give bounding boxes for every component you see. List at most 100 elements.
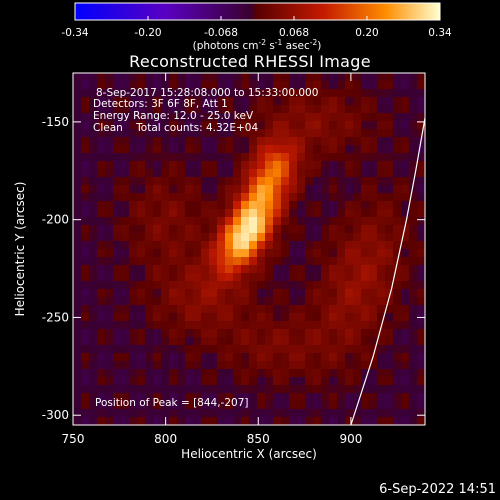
- heatmap-cell: [121, 73, 130, 82]
- heatmap-cell: [257, 209, 266, 218]
- heatmap-cell: [249, 225, 258, 234]
- heatmap-cell: [113, 161, 122, 170]
- heatmap-cell: [321, 305, 330, 314]
- heatmap-cell: [185, 113, 194, 122]
- heatmap-cell: [153, 353, 162, 362]
- heatmap-cell: [113, 257, 122, 266]
- heatmap-cell: [393, 377, 402, 386]
- heatmap-cell: [377, 129, 386, 138]
- heatmap-cell: [393, 369, 402, 378]
- heatmap-cell: [305, 177, 314, 186]
- heatmap-cell: [153, 169, 162, 178]
- heatmap-cell: [193, 145, 202, 154]
- heatmap-cell: [97, 289, 106, 298]
- heatmap-cell: [385, 249, 394, 258]
- heatmap-cell: [97, 385, 106, 394]
- heatmap-cell: [401, 393, 410, 402]
- heatmap-cell: [89, 81, 98, 90]
- heatmap-cell: [281, 137, 290, 146]
- heatmap-cell: [385, 257, 394, 266]
- heatmap-cell: [73, 361, 82, 370]
- heatmap-cell: [73, 289, 82, 298]
- heatmap-cell: [105, 385, 114, 394]
- heatmap-cell: [137, 161, 146, 170]
- heatmap-cell: [89, 417, 98, 426]
- heatmap-cell: [329, 409, 338, 418]
- heatmap-cell: [321, 97, 330, 106]
- heatmap-cell: [417, 273, 426, 282]
- heatmap-cell: [105, 241, 114, 250]
- heatmap-cell: [393, 129, 402, 138]
- heatmap-cell: [393, 73, 402, 82]
- heatmap-cell: [105, 409, 114, 418]
- heatmap-cell: [401, 249, 410, 258]
- heatmap-cell: [305, 409, 314, 418]
- heatmap-cell: [353, 345, 362, 354]
- heatmap-cell: [225, 169, 234, 178]
- heatmap-cell: [369, 161, 378, 170]
- heatmap-cell: [89, 209, 98, 218]
- heatmap-cell: [337, 129, 346, 138]
- heatmap-cell: [105, 337, 114, 346]
- heatmap-cell: [369, 313, 378, 322]
- heatmap-cell: [321, 153, 330, 162]
- heatmap-cell: [265, 241, 274, 250]
- heatmap-cell: [393, 153, 402, 162]
- heatmap-cell: [345, 177, 354, 186]
- heatmap-cell: [401, 233, 410, 242]
- heatmap-cell: [113, 305, 122, 314]
- heatmap-cell: [281, 321, 290, 330]
- heatmap-cell: [97, 81, 106, 90]
- heatmap-cell: [409, 169, 418, 178]
- heatmap-cell: [217, 137, 226, 146]
- heatmap-cell: [273, 281, 282, 290]
- heatmap-cell: [121, 377, 130, 386]
- heatmap-cell: [121, 217, 130, 226]
- heatmap-cell: [273, 305, 282, 314]
- heatmap-cell: [305, 329, 314, 338]
- heatmap-cell: [353, 393, 362, 402]
- heatmap-cell: [345, 113, 354, 122]
- heatmap-cell: [177, 377, 186, 386]
- heatmap-cell: [177, 209, 186, 218]
- heatmap-cell: [153, 81, 162, 90]
- heatmap-cell: [321, 121, 330, 130]
- heatmap-cell: [297, 281, 306, 290]
- heatmap-cell: [353, 177, 362, 186]
- heatmap-cell: [393, 273, 402, 282]
- heatmap-cell: [353, 145, 362, 154]
- heatmap-cell: [145, 361, 154, 370]
- heatmap-cell: [353, 233, 362, 242]
- heatmap-cell: [377, 265, 386, 274]
- heatmap-cell: [225, 401, 234, 410]
- heatmap-cell: [329, 201, 338, 210]
- heatmap-cell: [177, 353, 186, 362]
- heatmap-cell: [297, 177, 306, 186]
- heatmap-cell: [161, 401, 170, 410]
- heatmap-cell: [209, 361, 218, 370]
- heatmap-cell: [169, 361, 178, 370]
- heatmap-cell: [225, 337, 234, 346]
- heatmap-cell: [145, 137, 154, 146]
- heatmap-cell: [329, 241, 338, 250]
- heatmap-cell: [361, 369, 370, 378]
- heatmap-cell: [377, 377, 386, 386]
- heatmap-cell: [225, 417, 234, 426]
- heatmap-cell: [97, 161, 106, 170]
- heatmap-cell: [153, 73, 162, 82]
- heatmap-cell: [385, 193, 394, 202]
- heatmap-cell: [105, 217, 114, 226]
- heatmap-cell: [361, 313, 370, 322]
- heatmap-cell: [337, 169, 346, 178]
- heatmap-cell: [89, 73, 98, 82]
- heatmap-cell: [137, 337, 146, 346]
- heatmap-cell: [289, 233, 298, 242]
- heatmap-cell: [201, 169, 210, 178]
- heatmap-cell: [113, 265, 122, 274]
- heatmap-cell: [297, 97, 306, 106]
- heatmap-cell: [137, 265, 146, 274]
- heatmap-cell: [313, 249, 322, 258]
- heatmap-cell: [193, 217, 202, 226]
- heatmap-cell: [121, 313, 130, 322]
- heatmap-cell: [89, 145, 98, 154]
